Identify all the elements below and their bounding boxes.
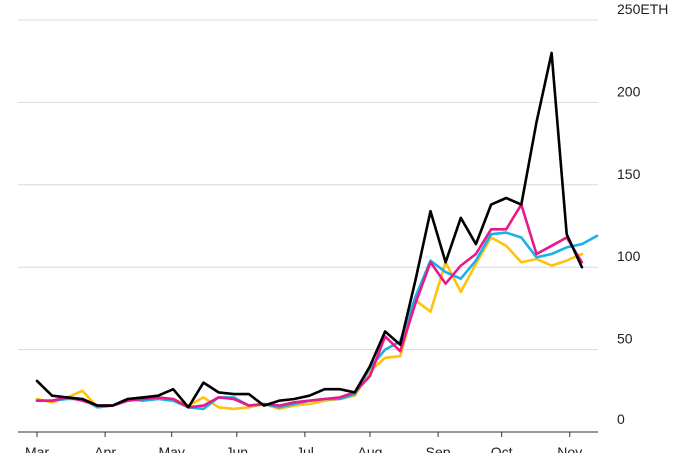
y-tick-label-250: 250ETH [617,1,668,17]
x-tick-label-sep: Sep [426,444,451,453]
series-lines [35,51,599,411]
x-tick-label-may: May [158,444,184,453]
x-tick-label-mar: Mar [25,444,49,453]
x-tick-label-jun: Jun [225,444,248,453]
y-tick-label-0: 0 [617,411,625,427]
y-tick-label-200: 200 [617,83,641,99]
x-tick-label-apr: Apr [94,444,116,453]
x-tick-label-oct: Oct [491,444,513,453]
series-line-0 [35,51,584,409]
y-tick-label-50: 50 [617,331,633,347]
x-tick-labels: Mar Apr May Jun Jul Aug Sep Oct Nov [25,444,582,453]
series-line-3 [35,236,584,411]
gridlines [18,19,598,351]
x-tick-label-jul: Jul [296,444,314,453]
y-tick-labels: 0 50 100 150 200 250ETH [617,1,668,427]
y-tick-label-100: 100 [617,248,641,264]
x-tick-label-aug: Aug [358,444,383,453]
series-line-2 [35,231,599,411]
x-tick-label-nov: Nov [557,444,582,453]
series-line-1 [35,203,584,409]
y-tick-label-150: 150 [617,166,641,182]
x-axis [18,431,598,437]
